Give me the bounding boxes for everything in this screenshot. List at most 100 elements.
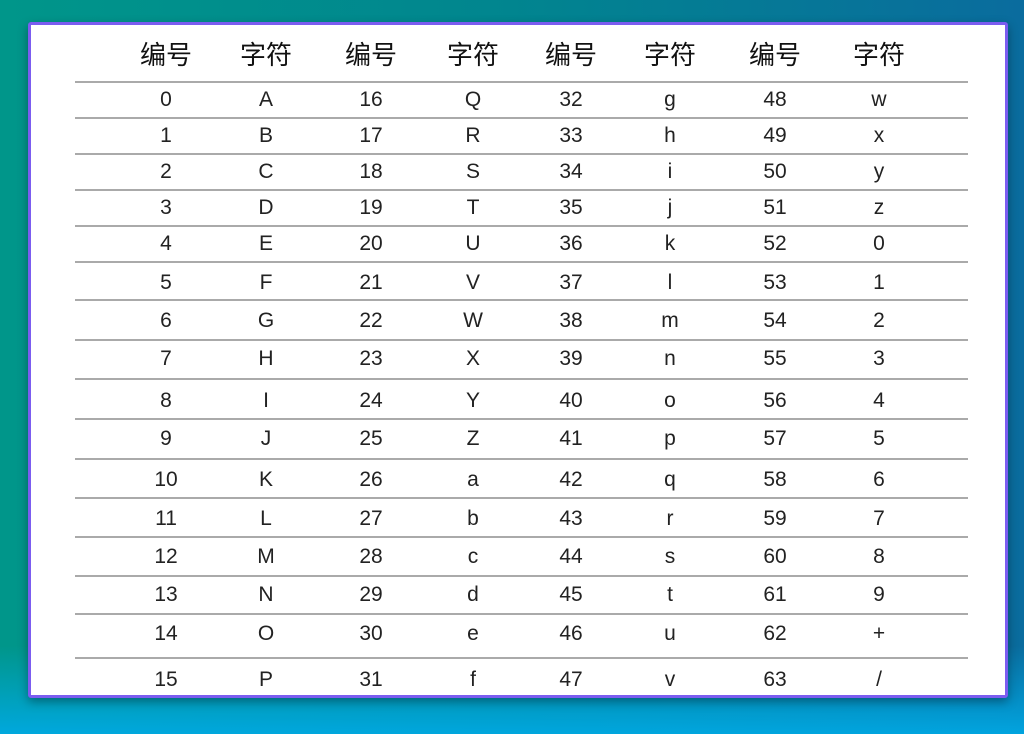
index-cell: 47: [559, 668, 583, 691]
index-cell: 52: [763, 232, 787, 255]
table-row: 1 B 17 R 33 h 49 x: [31, 118, 1005, 154]
char-cell: S: [465, 160, 480, 183]
index-cell: 54: [763, 309, 787, 332]
index-cell: 36: [559, 232, 583, 255]
index-cell: 42: [559, 468, 583, 491]
char-cell: r: [666, 507, 674, 530]
index-cell: 56: [763, 389, 787, 412]
char-cell: l: [667, 271, 673, 294]
index-cell: 35: [559, 196, 583, 219]
char-cell: O: [257, 622, 275, 645]
index-cell: 2: [160, 160, 172, 183]
index-cell: 45: [559, 583, 583, 606]
char-cell: 4: [873, 389, 885, 412]
char-cell: v: [664, 668, 676, 691]
char-cell: s: [664, 545, 676, 568]
char-cell: +: [872, 622, 886, 645]
char-cell: j: [667, 196, 673, 219]
table-row: 6 G 22 W 38 m 54 2: [31, 303, 1005, 339]
index-cell: 27: [359, 507, 383, 530]
index-cell: 16: [359, 88, 383, 111]
char-cell: H: [258, 347, 274, 370]
char-cell: F: [259, 271, 273, 294]
char-cell: M: [257, 545, 275, 568]
header-cell: 字符: [239, 41, 292, 71]
char-cell: m: [661, 309, 679, 332]
row-divider: [75, 497, 968, 499]
index-cell: 11: [155, 507, 177, 530]
index-cell: 51: [763, 196, 787, 219]
char-cell: Z: [466, 427, 480, 450]
index-cell: 49: [763, 124, 787, 147]
index-cell: 21: [359, 271, 383, 294]
index-cell: 12: [154, 545, 178, 568]
row-divider: [75, 117, 968, 119]
table-header: 编号 字符 编号 字符 编号 字符 编号 字符: [31, 38, 1005, 74]
index-cell: 22: [359, 309, 383, 332]
index-cell: 23: [359, 347, 383, 370]
index-cell: 44: [559, 545, 583, 568]
char-cell: f: [470, 668, 476, 691]
index-cell: 59: [763, 507, 787, 530]
index-cell: 5: [160, 271, 172, 294]
index-cell: 55: [763, 347, 787, 370]
char-cell: d: [467, 583, 479, 606]
index-cell: 40: [559, 389, 583, 412]
table-row: 9 J 25 Z 41 p 57 5: [31, 421, 1005, 457]
header-cell: 编号: [748, 41, 801, 71]
table-row: 14 O 30 e 46 u 62 +: [31, 616, 1005, 652]
char-cell: 5: [873, 427, 885, 450]
base64-table-card: 编号 字符 编号 字符 编号 字符 编号 字符 0 A 16 Q 32 g 48 w 1 B 17 R 33 h 49 x 2 C…: [28, 22, 1008, 698]
row-divider: [75, 613, 968, 615]
char-cell: G: [257, 309, 275, 332]
index-cell: 62: [763, 622, 787, 645]
header-cell: 字符: [852, 41, 905, 71]
char-cell: V: [465, 271, 480, 294]
char-cell: b: [467, 507, 479, 530]
char-cell: t: [667, 583, 673, 606]
row-divider: [75, 418, 968, 420]
char-cell: y: [873, 160, 885, 183]
index-cell: 6: [160, 309, 172, 332]
table-row: 11 L 27 b 43 r 59 7: [31, 501, 1005, 537]
index-cell: 1: [160, 124, 172, 147]
row-divider: [75, 261, 968, 263]
char-cell: g: [664, 88, 676, 111]
char-cell: T: [466, 196, 480, 219]
char-cell: Q: [464, 88, 482, 111]
index-cell: 26: [359, 468, 383, 491]
table-row: 12 M 28 c 44 s 60 8: [31, 539, 1005, 575]
char-cell: Y: [465, 389, 480, 412]
char-cell: C: [258, 160, 274, 183]
row-divider: [75, 575, 968, 577]
char-cell: z: [873, 196, 885, 219]
index-cell: 8: [160, 389, 172, 412]
index-cell: 29: [359, 583, 383, 606]
char-cell: 6: [873, 468, 885, 491]
header-cell: 编号: [344, 41, 397, 71]
char-cell: X: [465, 347, 480, 370]
table-row: 7 H 23 X 39 n 55 3: [31, 341, 1005, 377]
row-divider: [75, 225, 968, 227]
index-cell: 34: [559, 160, 583, 183]
index-cell: 60: [763, 545, 787, 568]
char-cell: 9: [873, 583, 885, 606]
char-cell: B: [258, 124, 273, 147]
index-cell: 7: [160, 347, 172, 370]
char-cell: e: [467, 622, 479, 645]
index-cell: 33: [559, 124, 583, 147]
char-cell: W: [463, 309, 483, 332]
char-cell: w: [871, 88, 887, 111]
index-cell: 57: [763, 427, 787, 450]
char-cell: 7: [873, 507, 885, 530]
header-cell: 编号: [544, 41, 597, 71]
char-cell: L: [260, 507, 272, 530]
index-cell: 9: [160, 427, 172, 450]
row-divider: [75, 81, 968, 83]
char-cell: a: [467, 468, 479, 491]
table-row: 13 N 29 d 45 t 61 9: [31, 577, 1005, 613]
index-cell: 3: [160, 196, 172, 219]
index-cell: 15: [154, 668, 178, 691]
row-divider: [75, 657, 968, 659]
index-cell: 18: [359, 160, 383, 183]
